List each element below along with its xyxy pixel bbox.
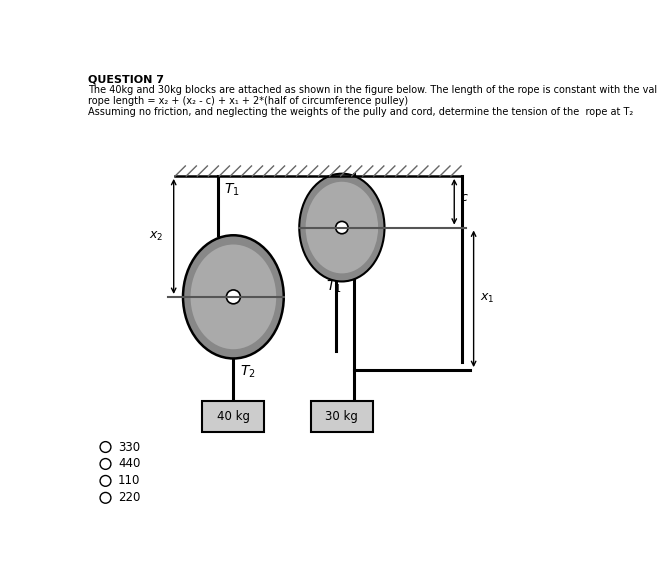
Text: $x_1$: $x_1$	[480, 292, 494, 306]
Ellipse shape	[183, 235, 284, 358]
Ellipse shape	[299, 174, 384, 281]
Circle shape	[336, 221, 348, 234]
Text: 330: 330	[118, 440, 140, 454]
Text: c: c	[461, 191, 467, 205]
Ellipse shape	[327, 209, 357, 246]
Text: 30 kg: 30 kg	[326, 410, 359, 423]
Circle shape	[226, 290, 240, 304]
Ellipse shape	[332, 216, 351, 239]
Ellipse shape	[201, 257, 266, 337]
Text: $T_2$: $T_2$	[240, 364, 255, 380]
Text: rope length = x₂ + (x₂ - c) + x₁ + 2*(half of circumference pulley): rope length = x₂ + (x₂ - c) + x₁ + 2*(ha…	[88, 96, 409, 106]
Ellipse shape	[314, 192, 370, 263]
Ellipse shape	[208, 266, 259, 328]
Text: $T_1$: $T_1$	[326, 279, 342, 296]
Ellipse shape	[320, 200, 363, 254]
Text: 110: 110	[118, 475, 140, 487]
Text: 220: 220	[118, 492, 140, 504]
Ellipse shape	[191, 245, 276, 349]
Text: 40 kg: 40 kg	[217, 410, 250, 423]
Ellipse shape	[216, 275, 251, 318]
Ellipse shape	[222, 284, 245, 310]
Text: $T_1$: $T_1$	[224, 182, 240, 199]
Text: The 40kg and 30kg blocks are attached as shown in the figure below. The length o: The 40kg and 30kg blocks are attached as…	[88, 85, 658, 95]
Ellipse shape	[306, 182, 378, 274]
Text: 440: 440	[118, 457, 140, 471]
Text: QUESTION 7: QUESTION 7	[88, 74, 164, 84]
Text: $x_2$: $x_2$	[149, 230, 163, 243]
Text: Assuming no friction, and neglecting the weights of the pully and cord, determin: Assuming no friction, and neglecting the…	[88, 107, 634, 117]
Bar	[203, 401, 265, 432]
Text: $T_1$: $T_1$	[342, 266, 357, 282]
Bar	[311, 401, 373, 432]
